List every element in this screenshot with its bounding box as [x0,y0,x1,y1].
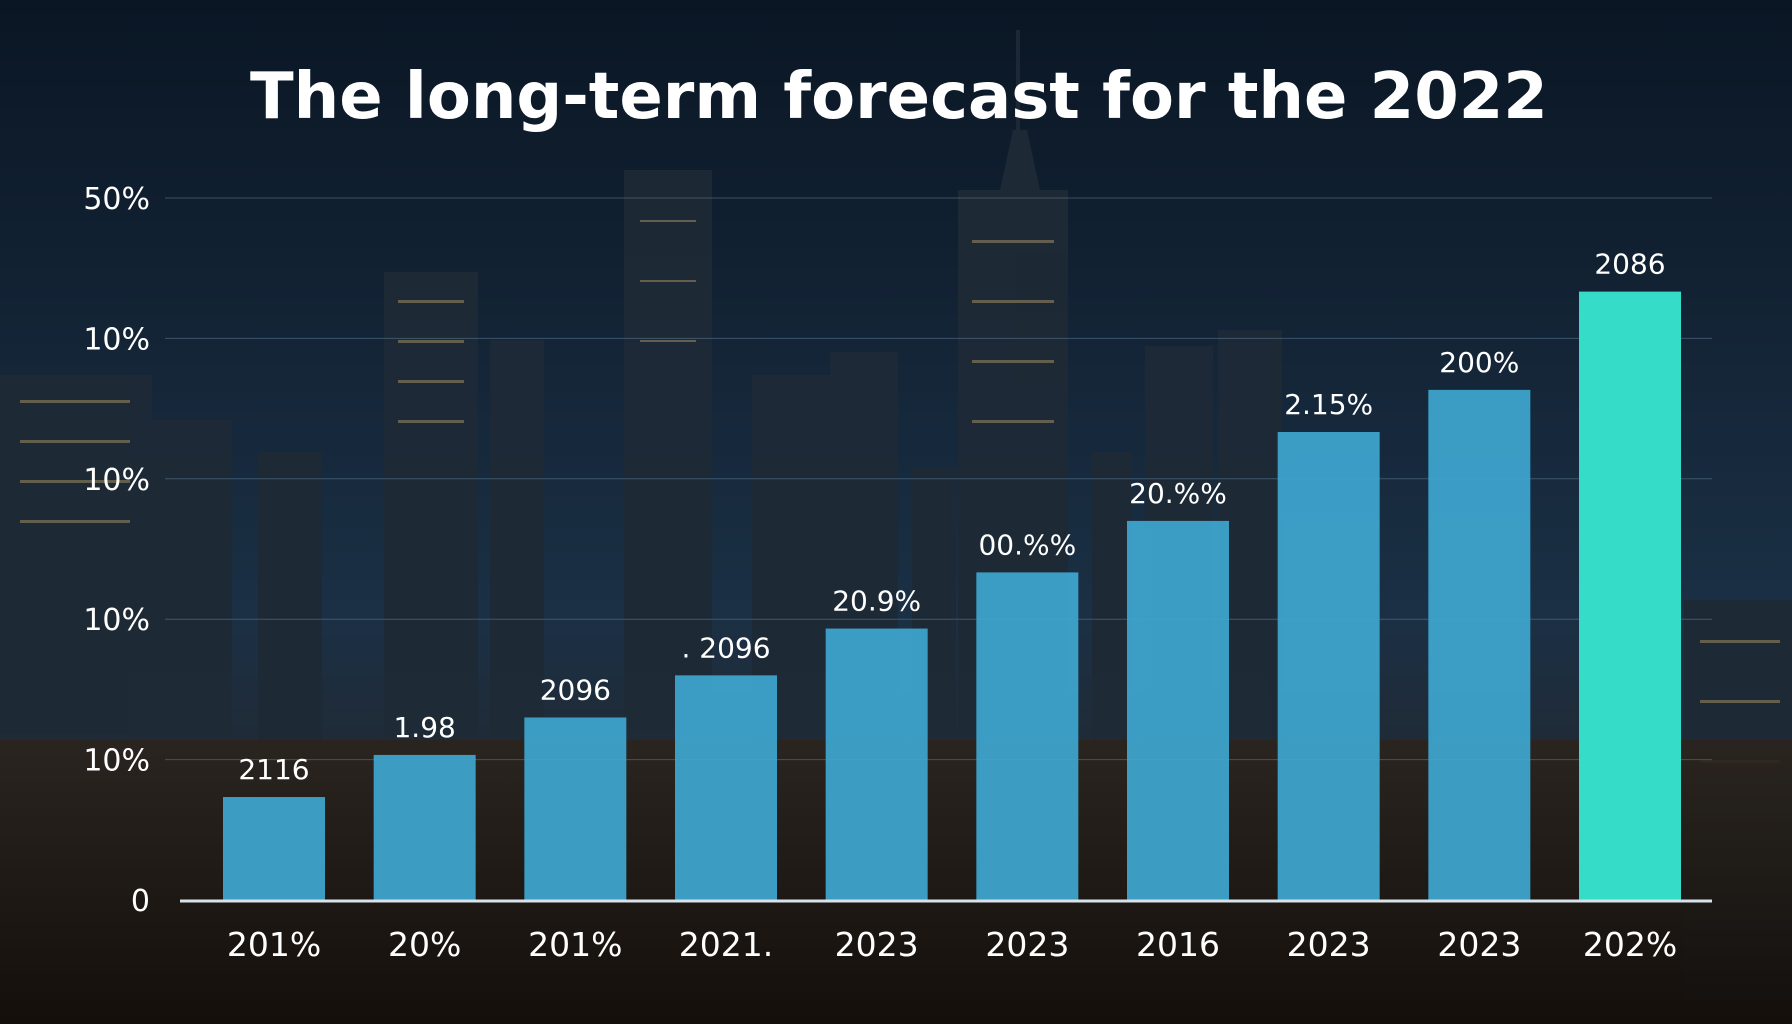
chart-title: The long-term forecast for the 2022 [250,60,1548,134]
x-tick-label: 201% [528,925,622,964]
bar [524,717,627,900]
data-label: 1.98 [393,711,455,744]
x-tick-label: 2023 [835,925,919,964]
x-tick-label: 2016 [1136,925,1220,964]
bars [223,291,1681,901]
x-tick-label: 2023 [1287,925,1371,964]
x-axis-ticks: 201% 20% 201% 2021. 2023 2023 2016 2023 2023 202% [227,925,1677,964]
data-labels: 2116 1.98 2096 . 2096 20.9% 00.%% 20.%% 2.15% 20… [238,248,1665,786]
bar [1579,291,1681,901]
data-label: 00.%% [978,528,1076,561]
bar [1277,432,1380,900]
y-tick-label: 10% [83,744,150,779]
data-label: . 2096 [681,631,770,664]
x-tick-label: 201% [227,925,321,964]
data-label: 200% [1439,346,1519,379]
y-tick-label: 0 [131,884,150,919]
bar [675,675,777,900]
y-axis-ticks: 0 10% 10% 10% 10% 50% [83,182,150,919]
bar [825,628,928,900]
bar [976,572,1079,900]
x-tick-label: 2023 [985,925,1069,964]
y-tick-label: 10% [83,463,150,498]
data-label: 2.15% [1284,388,1373,421]
data-label: 2096 [540,673,611,706]
x-tick-label: 2021. [679,925,773,964]
data-label: 2116 [238,753,309,786]
y-tick-label: 50% [83,182,150,217]
bar [1127,520,1229,900]
city-lights [20,220,1780,763]
data-label: 2086 [1594,248,1665,281]
data-label: 20.%% [1129,477,1227,510]
y-tick-label: 10% [83,603,150,638]
x-tick-label: 20% [388,925,461,964]
y-tick-label: 10% [83,322,150,357]
bar [1428,389,1531,900]
data-label: 20.9% [832,585,921,618]
bar [223,797,325,900]
x-tick-label: 202% [1583,925,1677,964]
bar [373,754,476,900]
x-tick-label: 2023 [1437,925,1521,964]
